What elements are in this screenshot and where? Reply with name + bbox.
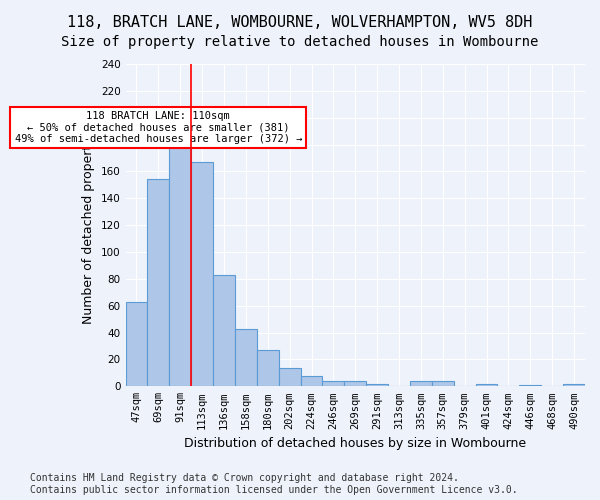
Bar	[278, 368, 301, 386]
Bar	[476, 384, 497, 386]
Bar	[191, 162, 213, 386]
X-axis label: Distribution of detached houses by size in Wombourne: Distribution of detached houses by size …	[184, 437, 526, 450]
Bar	[432, 381, 454, 386]
Bar	[235, 328, 257, 386]
Bar	[148, 180, 169, 386]
Text: Size of property relative to detached houses in Wombourne: Size of property relative to detached ho…	[61, 35, 539, 49]
Bar	[520, 385, 541, 386]
Bar	[301, 376, 322, 386]
Bar	[213, 275, 235, 386]
Bar	[169, 127, 191, 386]
Text: Contains HM Land Registry data © Crown copyright and database right 2024.
Contai: Contains HM Land Registry data © Crown c…	[30, 474, 518, 495]
Bar	[125, 302, 148, 386]
Bar	[322, 381, 344, 386]
Y-axis label: Number of detached properties: Number of detached properties	[82, 126, 95, 324]
Text: 118 BRATCH LANE: 110sqm
← 50% of detached houses are smaller (381)
49% of semi-d: 118 BRATCH LANE: 110sqm ← 50% of detache…	[14, 111, 302, 144]
Bar	[257, 350, 278, 387]
Bar	[344, 381, 366, 386]
Text: 118, BRATCH LANE, WOMBOURNE, WOLVERHAMPTON, WV5 8DH: 118, BRATCH LANE, WOMBOURNE, WOLVERHAMPT…	[67, 15, 533, 30]
Bar	[366, 384, 388, 386]
Bar	[410, 381, 432, 386]
Bar	[563, 384, 585, 386]
